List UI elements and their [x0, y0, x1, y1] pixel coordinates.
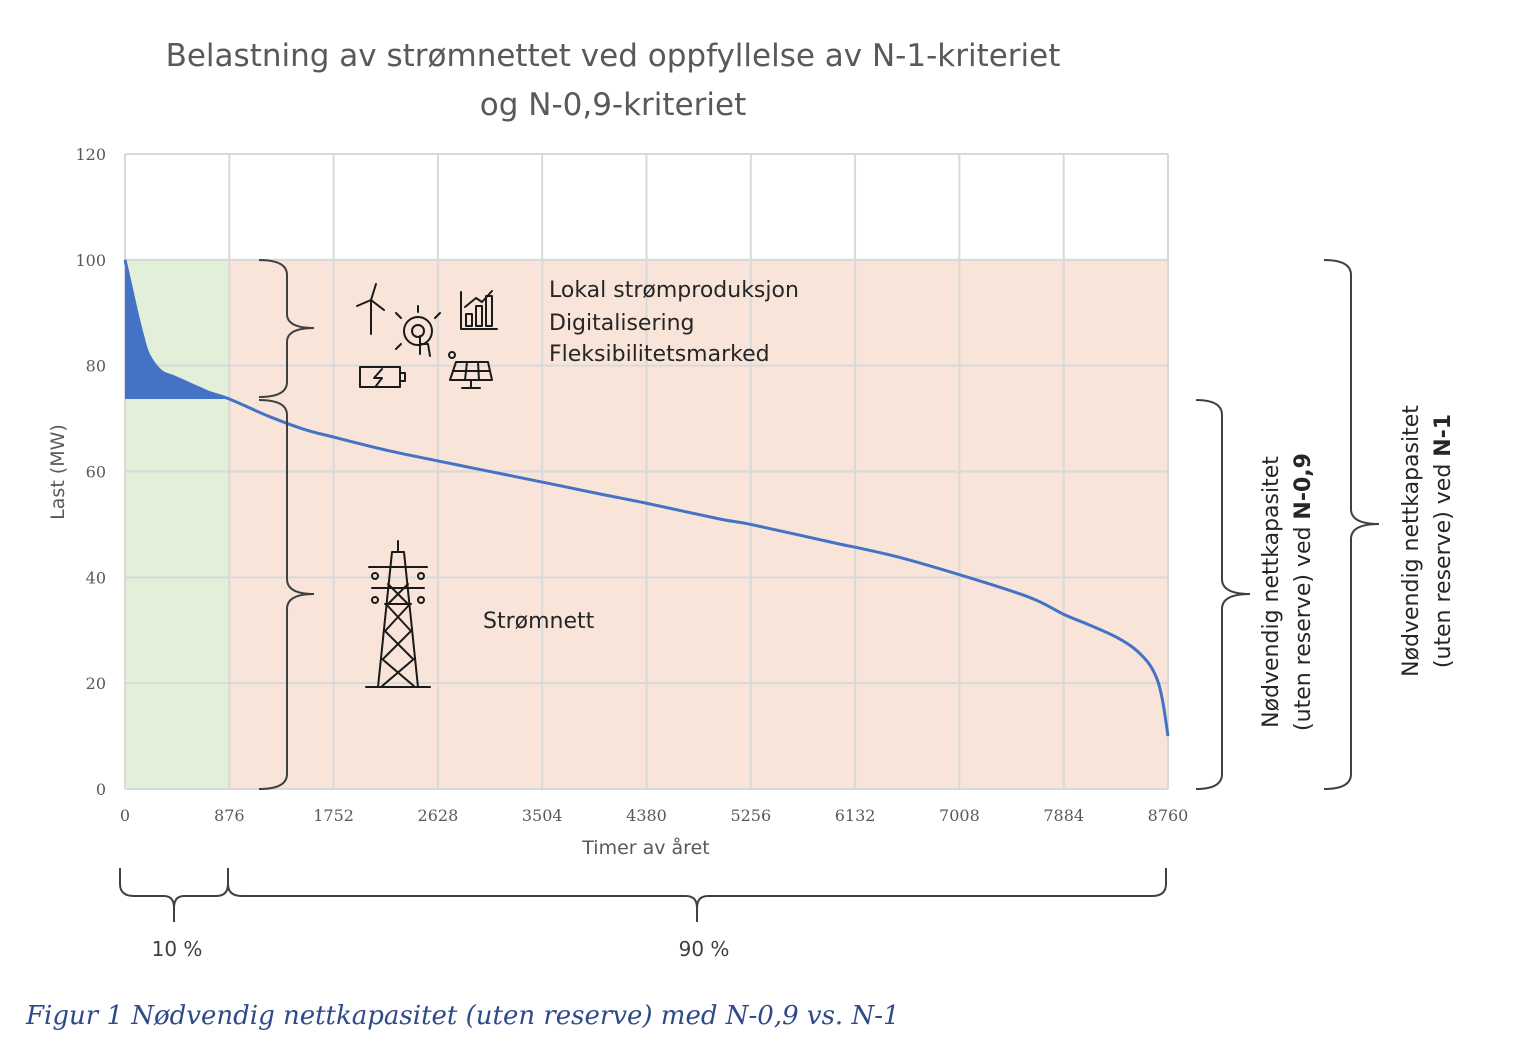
peak-area [125, 259, 230, 400]
n09-label-prefix: (uten reserve) ved [1291, 520, 1316, 731]
chart-title-line1: Belastning av strømnettet ved oppfyllels… [166, 38, 1061, 74]
n1-label-bold: N-1 [1431, 414, 1456, 457]
x-tick-label-3504: 3504 [522, 806, 563, 825]
y-tick-label-0: 0 [96, 780, 106, 799]
x-tick-label-7884: 7884 [1043, 806, 1084, 825]
n1-label-line2: (uten reserve) ved N-1 [1431, 414, 1456, 668]
x-tick-label-7008: 7008 [939, 806, 980, 825]
y-tick-labels: 0 20 40 60 80 100 120 [75, 145, 106, 799]
power-pylon-icon [365, 540, 431, 688]
n09-label-line2: (uten reserve) ved N-0,9 [1291, 453, 1316, 731]
digital-touch-icon [395, 305, 441, 357]
y-tick-label-40: 40 [86, 568, 106, 587]
y-tick-label-120: 120 [75, 145, 106, 164]
solar-panel-icon [448, 351, 493, 389]
annotation-power-grid: Strømnett [483, 609, 595, 634]
brace-n1 [1323, 259, 1380, 790]
x-tick-label-4380: 4380 [626, 806, 667, 825]
x-tick-label-8760: 8760 [1148, 806, 1189, 825]
wind-turbine-icon [356, 283, 385, 335]
load-curve [123, 259, 1170, 737]
annotation-flexibility-market: Fleksibilitetsmarked [549, 342, 770, 367]
n09-label-bold: N-0,9 [1291, 453, 1316, 520]
percent-label-10: 10 % [152, 937, 203, 961]
y-tick-label-100: 100 [75, 251, 106, 270]
growth-chart-icon [460, 290, 498, 330]
y-axis-label: Last (MW) [47, 424, 69, 520]
n09-label-line1: Nødvendig nettkapasitet [1259, 456, 1284, 728]
brace-lower [258, 399, 315, 790]
percent-label-90: 90 % [679, 937, 730, 961]
x-tick-label-5256: 5256 [730, 806, 771, 825]
brace-90-percent [227, 868, 1167, 922]
gridlines [124, 153, 1169, 790]
x-tick-label-6132: 6132 [835, 806, 876, 825]
y-tick-label-60: 60 [86, 463, 106, 482]
x-tick-label-0: 0 [120, 806, 130, 825]
annotation-local-production: Lokal strømproduksjon [549, 278, 799, 303]
battery-icon [359, 366, 406, 388]
chart-title-line2: og N-0,9-kriteriet [480, 87, 746, 123]
load-duration-chart: Belastning av strømnettet ved oppfyllels… [47, 38, 1456, 961]
x-axis-label: Timer av året [581, 836, 709, 859]
peak-fill [125, 259, 230, 400]
x-tick-label-2628: 2628 [418, 806, 459, 825]
x-tick-label-876: 876 [214, 806, 245, 825]
shaded-regions [125, 259, 1169, 789]
brace-n09 [1195, 399, 1251, 790]
figure-caption: Figur 1 Nødvendig nettkapasitet (uten re… [26, 1001, 900, 1031]
n1-label-line1: Nødvendig nettkapasitet [1399, 405, 1424, 677]
brace-upper [258, 259, 315, 398]
x-tick-labels: 0 876 1752 2628 3504 4380 5256 6132 7008 7884 8760 [120, 806, 1188, 825]
n1-label-prefix: (uten reserve) ved [1431, 457, 1456, 668]
annotation-digitalisation: Digitalisering [549, 311, 695, 336]
y-tick-label-20: 20 [86, 674, 106, 693]
x-tick-label-1752: 1752 [313, 806, 354, 825]
load-curve-line [123, 259, 1170, 737]
y-tick-label-80: 80 [86, 357, 106, 376]
shaded-region-1 [229, 259, 1169, 789]
brace-10-percent [119, 868, 229, 922]
